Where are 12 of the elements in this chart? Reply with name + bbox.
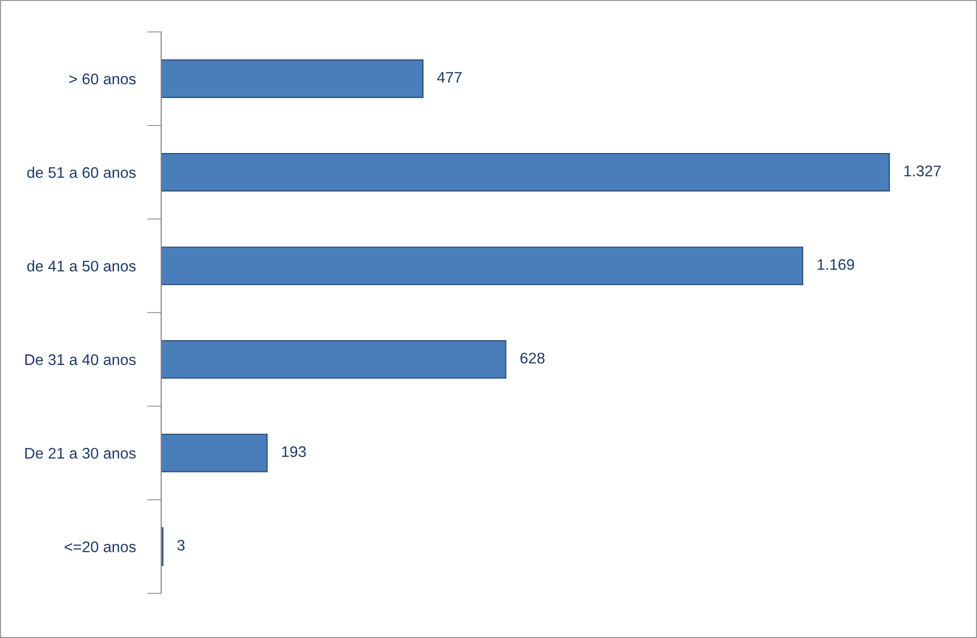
data-label: 1.169 — [818, 259, 854, 270]
y-tick-label: <=20 anos — [64, 541, 136, 552]
data-label: 1.327 — [904, 166, 941, 176]
y-tick-label: de 51 a 60 anos — [27, 166, 136, 178]
data-label: 193 — [282, 446, 306, 458]
data-label: 477 — [437, 72, 462, 83]
data-label: 628 — [520, 352, 545, 364]
y-tick-label: De 21 a 30 anos — [25, 448, 136, 459]
data-label: 3 — [177, 540, 185, 551]
y-tick-label: > 60 anos — [69, 74, 136, 84]
y-tick-label: de 41 a 50 anos — [27, 260, 136, 272]
y-tick-label: De 31 a 40 anos — [25, 354, 136, 366]
